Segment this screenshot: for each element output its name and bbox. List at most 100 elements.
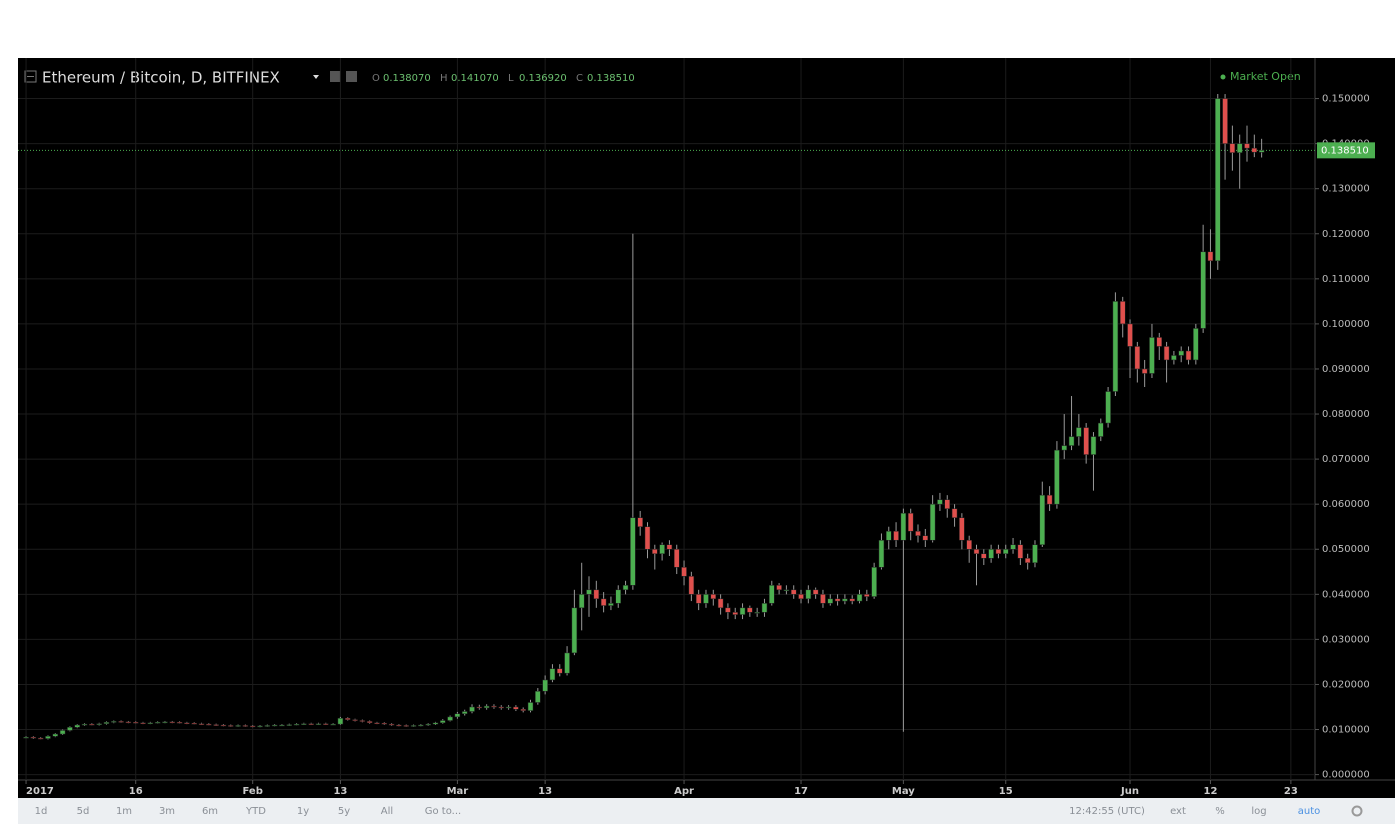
candle-body — [447, 716, 453, 721]
candle-body — [228, 725, 234, 727]
toolbar-button[interactable]: log — [1251, 806, 1266, 817]
candle-body — [498, 706, 505, 709]
y-tick-label: 0.060000 — [1322, 499, 1370, 510]
toolbar-button[interactable]: 3m — [159, 806, 175, 817]
candle-body — [1134, 346, 1141, 370]
toolbar-button[interactable]: auto — [1298, 806, 1321, 817]
toolbar-button: 12:42:55 (UTC) — [1069, 806, 1145, 817]
candle-body — [827, 598, 834, 604]
candle-body — [176, 722, 183, 724]
toolbar-button[interactable]: Go to... — [425, 806, 461, 817]
candle-body — [125, 721, 132, 724]
candle-body — [366, 721, 373, 724]
candle-body — [790, 589, 797, 595]
candle-body — [440, 720, 446, 724]
candle-body — [432, 722, 439, 725]
candle-body — [461, 711, 468, 714]
candle-body — [542, 679, 548, 692]
candle-body — [132, 722, 139, 724]
candle-body — [995, 548, 1002, 555]
candle-body — [279, 724, 285, 727]
header-key: O — [372, 73, 380, 84]
candle-body — [323, 723, 329, 725]
chart-title[interactable]: Ethereum / Bitcoin, D, BITFINEX — [42, 69, 280, 87]
candle-body — [1010, 544, 1016, 550]
x-tick-label: 13 — [538, 786, 552, 797]
candle-body — [1236, 143, 1243, 153]
header-value: 0.141070 — [451, 73, 499, 84]
candle-body — [67, 727, 73, 731]
close-icon[interactable] — [346, 71, 357, 82]
candle-body — [352, 719, 358, 721]
toolbar-button[interactable]: ext — [1170, 806, 1186, 817]
candle-body — [491, 705, 497, 708]
candle-body — [213, 724, 219, 726]
candle-body — [959, 517, 965, 541]
x-tick-label: Apr — [674, 786, 694, 797]
candle-body — [1039, 494, 1046, 545]
candle-body — [564, 652, 570, 674]
candle-body — [410, 725, 417, 727]
candle-body — [1024, 558, 1031, 564]
candle-body — [747, 607, 753, 613]
header-value: 0.138070 — [383, 73, 431, 84]
candle-body — [1112, 301, 1119, 392]
toolbar-button[interactable]: 5y — [338, 806, 350, 817]
title-dropdown[interactable] — [313, 75, 319, 79]
chart-background — [18, 58, 1395, 798]
candle-body — [652, 548, 658, 555]
candle-body — [1054, 449, 1060, 505]
candle-body — [96, 723, 102, 725]
candle-body — [608, 603, 614, 606]
candle-body — [425, 723, 431, 726]
candle-body — [1185, 350, 1192, 361]
candle-body — [944, 499, 950, 509]
candle-body — [973, 548, 980, 555]
candle-body — [293, 723, 300, 726]
y-tick-label: 0.110000 — [1322, 274, 1370, 285]
candle-body — [695, 594, 702, 604]
candle-body — [235, 725, 241, 727]
candle-body — [717, 598, 724, 609]
candle-body — [184, 722, 190, 725]
candle-body — [286, 724, 292, 726]
candle-body — [388, 723, 395, 726]
toolbar-button[interactable]: % — [1215, 806, 1225, 817]
toolbar-button[interactable]: All — [381, 806, 393, 817]
candle-body — [1222, 98, 1228, 144]
candle-body — [1244, 143, 1250, 149]
candle-body — [242, 725, 249, 727]
candle-body — [454, 713, 461, 718]
y-tick-label: 0.050000 — [1322, 544, 1370, 555]
candle-body — [45, 736, 51, 739]
market-status: Market Open — [1230, 70, 1301, 83]
candle-body — [849, 598, 855, 602]
toolbar-button[interactable]: YTD — [245, 806, 266, 817]
candle-body — [1149, 337, 1155, 374]
toolbar-button[interactable]: 1m — [116, 806, 132, 817]
candle-body — [703, 594, 709, 604]
y-tick-label: 0.080000 — [1322, 409, 1370, 420]
candle-body — [315, 723, 322, 725]
candle-body — [140, 722, 146, 725]
x-tick-label: Feb — [243, 786, 263, 797]
candle-body — [937, 499, 943, 505]
toolbar-button[interactable]: 6m — [202, 806, 218, 817]
toolbar-button[interactable]: 1y — [297, 806, 309, 817]
candle-body — [842, 598, 848, 602]
y-tick-label: 0.090000 — [1322, 364, 1370, 375]
collapse-icon[interactable] — [24, 70, 37, 83]
candle-body — [1076, 427, 1082, 437]
toolbar-button[interactable]: 1d — [35, 806, 48, 817]
candle-body — [374, 722, 380, 725]
candle-body — [769, 585, 775, 604]
toolbar-button[interactable]: 5d — [77, 806, 90, 817]
last-price-box — [1317, 142, 1375, 159]
y-tick-label: 0.030000 — [1322, 634, 1370, 645]
candle-body — [505, 706, 512, 709]
settings-icon[interactable] — [330, 71, 341, 82]
candle-body — [549, 668, 556, 681]
candle-body — [30, 736, 37, 739]
candle-body — [1215, 98, 1221, 262]
